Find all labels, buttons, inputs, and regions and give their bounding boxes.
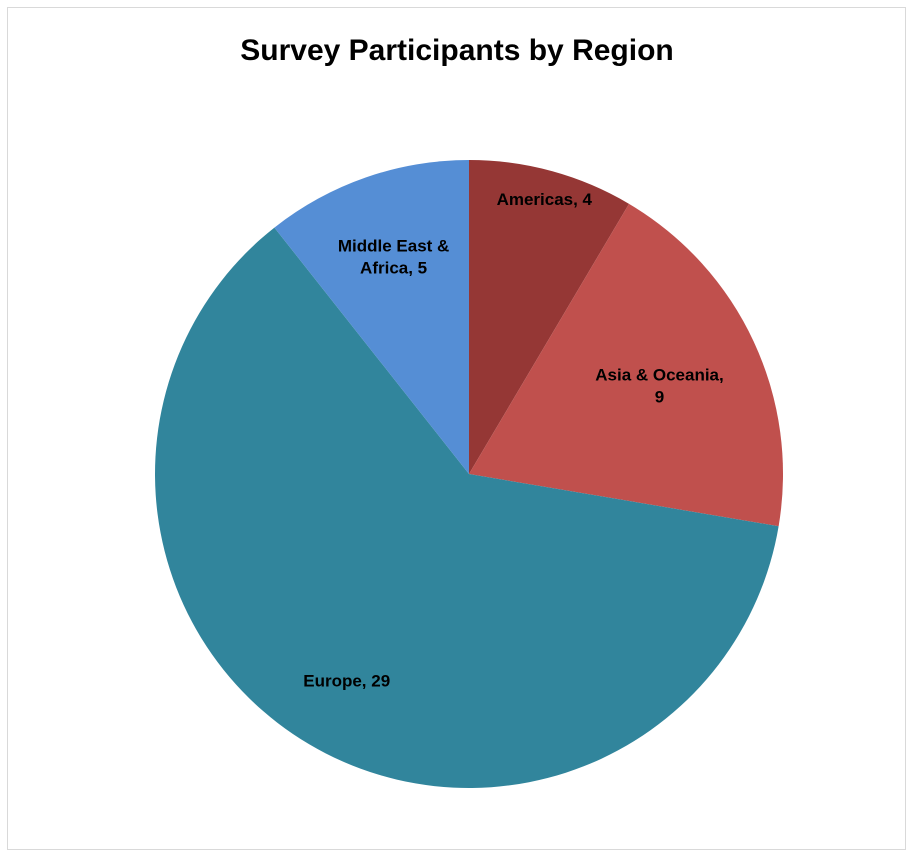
data-label-middle-east-africa: Middle East & Africa, 5 [338,237,449,278]
data-label-americas: Americas, 4 [497,190,593,209]
pie-slice-europe [155,227,779,788]
pie-slices [155,160,784,788]
pie-slice-asia-oceania [469,203,784,527]
data-label-asia-oceania: Asia & Oceania, 9 [595,366,724,407]
chart-title: Survey Participants by Region [240,34,674,67]
pie-slice-americas [469,160,630,474]
pie-slice-middle-east-africa [274,160,469,474]
data-label-europe: Europe, 29 [303,672,390,691]
pie-labels: Americas, 4 Asia & Oceania, 9 Europe, 29 Mid… [303,190,724,690]
